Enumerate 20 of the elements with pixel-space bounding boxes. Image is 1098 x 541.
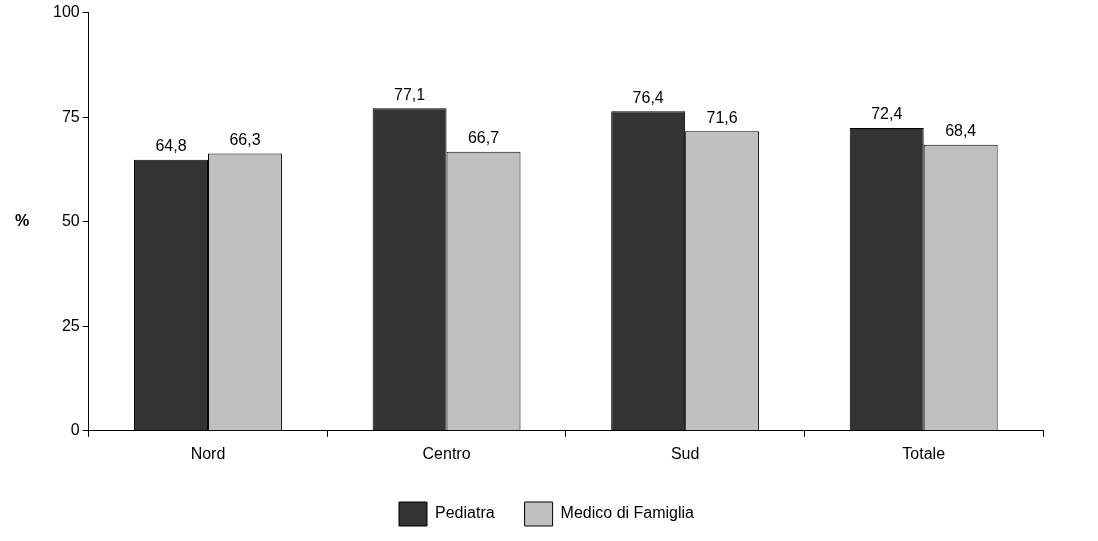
legend-label: Pediatra (435, 504, 495, 522)
x-tick-label: Centro (422, 444, 471, 462)
data-label: 66,7 (467, 129, 500, 147)
data-label: 76,4 (632, 88, 664, 106)
y-tick-label: 25 (61, 316, 80, 334)
x-tick-label: Totale (902, 444, 946, 462)
data-label: 71,6 (706, 108, 738, 126)
data-label: 64,8 (155, 137, 187, 155)
y-tick-label: 100 (52, 3, 80, 21)
data-label: 77,1 (394, 85, 426, 103)
x-tick-label: Sud (670, 444, 700, 462)
data-label: 66,3 (229, 130, 261, 148)
data-label: 68,4 (945, 122, 977, 140)
y-tick-label: 75 (61, 107, 80, 125)
x-tick-label: Nord (190, 444, 226, 462)
y-axis-title: % (14, 212, 30, 230)
y-tick-label: 50 (61, 212, 80, 230)
data-label: 72,4 (871, 105, 903, 123)
legend-label: Medico di Famiglia (560, 504, 695, 522)
y-tick-label: 0 (70, 421, 80, 439)
